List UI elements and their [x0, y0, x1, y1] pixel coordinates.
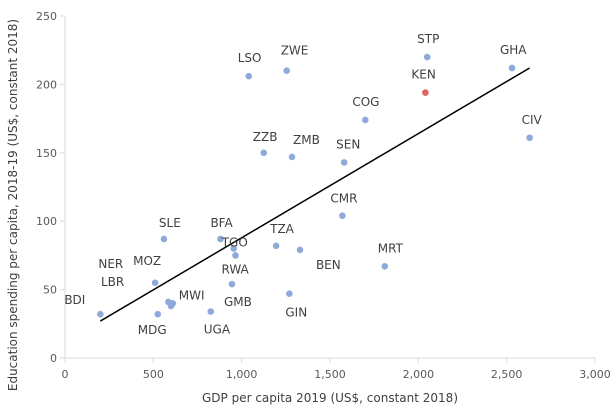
- point-label-uga: UGA: [204, 322, 231, 336]
- point-gin: [286, 290, 293, 298]
- point-label-bdi: BDI: [64, 293, 85, 307]
- point-label-mrt: MRT: [378, 241, 404, 255]
- x-tick-label: 3,000: [579, 368, 611, 381]
- trendline-group: [99, 67, 531, 322]
- point-label-ken: KEN: [411, 68, 435, 82]
- axes: 0 50 100 150 200 250 0 500 1,000 1,500 2,000 2,500 3…: [36, 10, 611, 381]
- point-label-cmr: CMR: [330, 192, 357, 206]
- point-labels-group: BDI LBR NER MOZ MWI MDG SLE UGA GMB RWA BFA TGO TZA B…: [64, 32, 542, 337]
- point-zzb: [260, 149, 268, 157]
- trendline: [99, 67, 531, 322]
- point-label-cog: COG: [352, 95, 379, 109]
- point-sen: [340, 159, 348, 166]
- point-lso: [245, 72, 253, 80]
- x-tick-label: 2,000: [403, 368, 435, 381]
- point-mdg: [154, 310, 162, 318]
- point-label-gmb: GMB: [224, 295, 252, 309]
- x-tick-label: 2,500: [491, 368, 523, 381]
- point-label-sle: SLE: [159, 216, 181, 230]
- point-rwa: [232, 252, 239, 259]
- point-label-mwi: MWI: [179, 288, 205, 302]
- y-tick-label: 250: [36, 10, 57, 23]
- point-tza: [272, 242, 280, 250]
- x-tick-label: 1,000: [226, 368, 258, 381]
- point-civ: [526, 134, 533, 142]
- point-ben: [296, 246, 304, 254]
- x-tick-label: 0: [62, 368, 69, 381]
- x-tick-label: 1,500: [314, 368, 346, 381]
- point-moz: [151, 279, 159, 287]
- y-axis-title: Education spending per capita, 2018-19 (…: [6, 19, 20, 391]
- point-tgo: [230, 245, 238, 252]
- point-label-ner: NER: [98, 257, 123, 271]
- point-label-lbr: LBR: [101, 275, 124, 289]
- point-label-civ: CIV: [522, 113, 543, 127]
- point-mwi: [169, 299, 177, 307]
- y-tick-label: 50: [43, 284, 57, 297]
- x-tick-label: 500: [143, 368, 164, 381]
- point-uga: [207, 308, 215, 315]
- point-zmb: [288, 153, 296, 161]
- point-label-gha: GHA: [500, 43, 527, 57]
- point-label-moz: MOZ: [133, 254, 161, 268]
- point-cog: [362, 116, 369, 124]
- y-tick-label: 150: [36, 147, 57, 160]
- point-bfa: [217, 235, 224, 243]
- point-gha: [508, 64, 516, 72]
- point-cmr: [339, 212, 346, 220]
- point-label-ben: BEN: [316, 258, 341, 272]
- point-label-bfa: BFA: [210, 216, 233, 230]
- y-tick-label: 200: [36, 78, 57, 91]
- point-zwe: [283, 67, 291, 75]
- y-tick-label: 0: [50, 352, 57, 365]
- point-label-zwe: ZWE: [281, 44, 309, 58]
- x-axis-title: GDP per capita 2019 (US$, constant 2018): [202, 391, 458, 405]
- point-ken: [422, 89, 429, 96]
- point-label-zzb: ZZB: [253, 130, 278, 144]
- points-group: [97, 53, 533, 318]
- point-label-stp: STP: [417, 32, 439, 46]
- point-label-rwa: RWA: [221, 262, 249, 276]
- point-stp: [423, 53, 431, 61]
- point-label-sen: SEN: [336, 137, 360, 151]
- point-bdi: [97, 310, 104, 318]
- point-mrt: [381, 263, 389, 270]
- point-label-mdg: MDG: [138, 323, 167, 337]
- point-sle: [160, 235, 168, 243]
- point-label-zmb: ZMB: [293, 133, 320, 147]
- point-gmb: [228, 280, 236, 288]
- point-label-tgo: TGO: [221, 236, 248, 250]
- point-label-lso: LSO: [238, 51, 262, 65]
- point-label-tza: TZA: [269, 222, 295, 236]
- point-label-gin: GIN: [285, 306, 307, 320]
- y-tick-label: 100: [36, 215, 57, 228]
